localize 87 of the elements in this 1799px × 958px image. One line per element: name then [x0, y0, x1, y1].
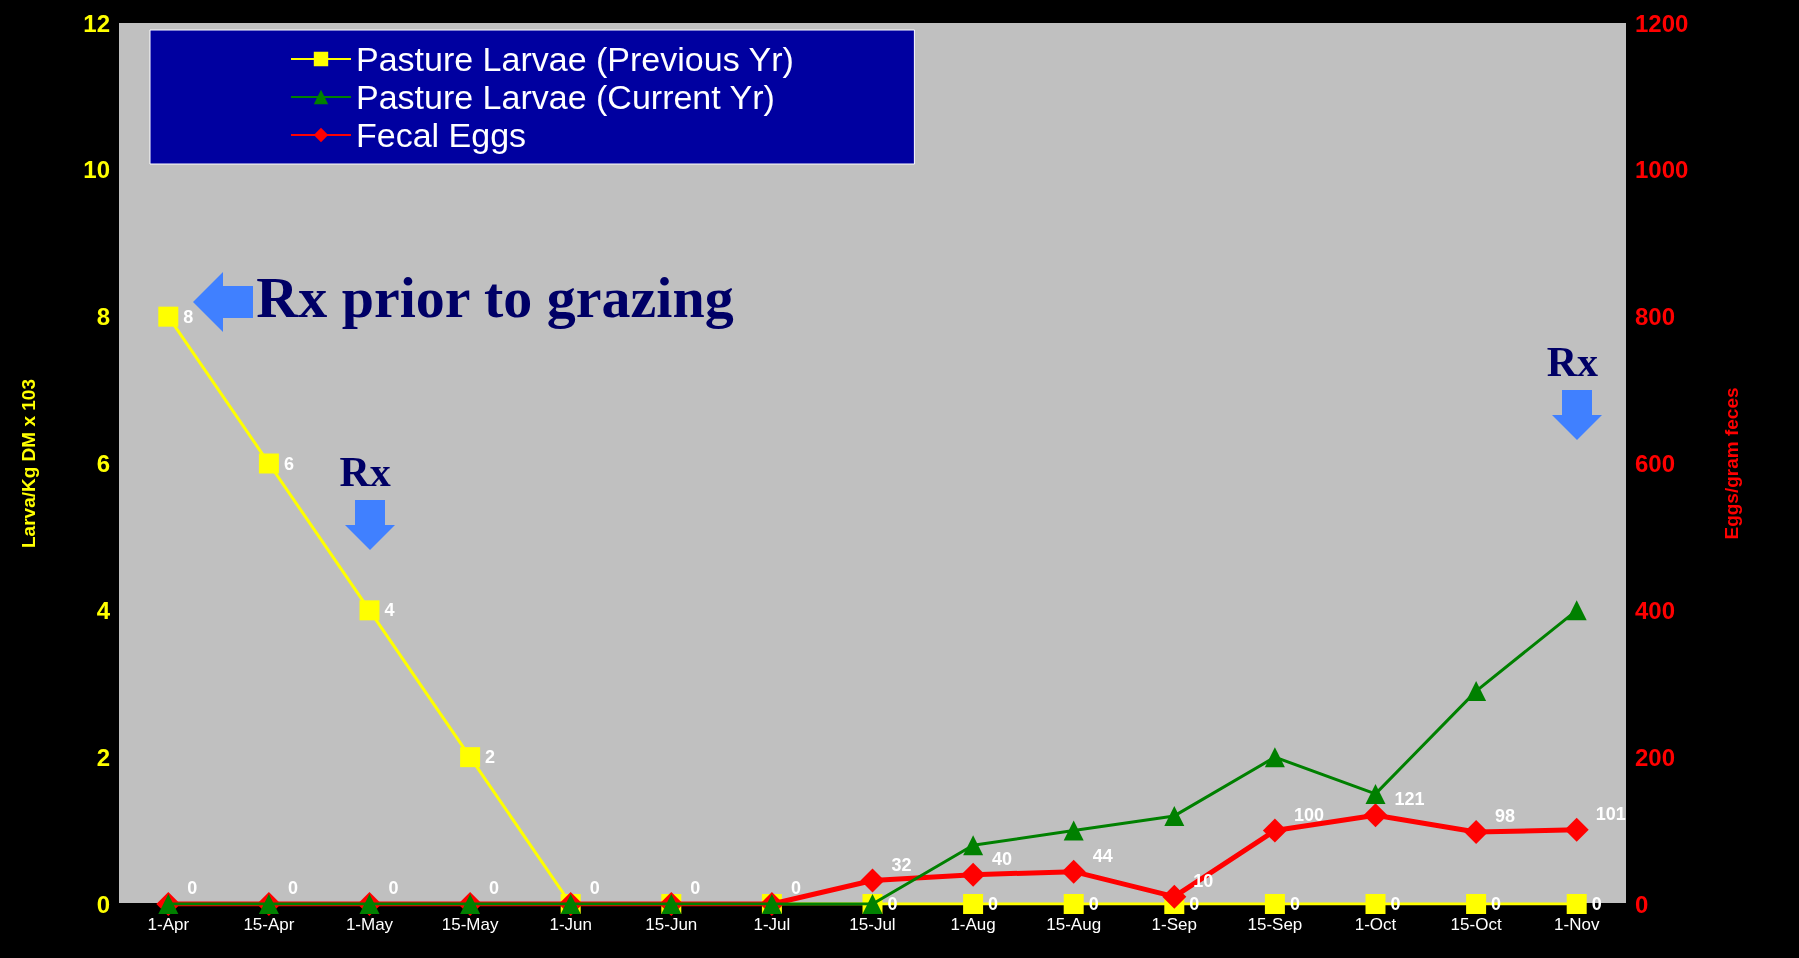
- data-label: 32: [891, 854, 912, 875]
- legend-label: Pasture Larvae (Current Yr): [356, 78, 775, 116]
- annotation: Rx prior to grazing: [256, 263, 734, 331]
- x-tick-label: 15-Aug: [1046, 915, 1102, 934]
- x-tick-label: 15-Jul: [849, 915, 896, 934]
- point: [1464, 820, 1489, 845]
- x-tick-label: 15-Jun: [645, 915, 698, 934]
- y2-tick-label: 1200: [1635, 9, 1689, 37]
- point: [1564, 817, 1589, 842]
- x-tick-label: 1-Sep: [1151, 915, 1197, 934]
- point: [1466, 894, 1487, 914]
- y-tick-label: 2: [96, 743, 110, 771]
- x-tick-label: 15-Oct: [1450, 915, 1502, 934]
- x-tick-label: 1-Apr: [147, 915, 190, 934]
- x-tick-label: 1-Jun: [549, 915, 592, 934]
- legend-label: Pasture Larvae (Previous Yr): [356, 40, 794, 78]
- data-label: 0: [690, 878, 701, 898]
- point: [963, 835, 984, 856]
- data-label: 0: [388, 878, 399, 898]
- point: [1063, 820, 1084, 841]
- data-label: 0: [1491, 894, 1502, 914]
- annotation: Rx: [1546, 338, 1599, 387]
- point: [258, 453, 279, 474]
- y-tick-label: 10: [83, 156, 110, 184]
- data-label: 0: [1189, 894, 1200, 914]
- data-label: 0: [1289, 894, 1300, 914]
- y2-tick-label: 1000: [1635, 156, 1689, 184]
- y2-tick-label: 400: [1635, 596, 1676, 624]
- data-label: 0: [187, 878, 198, 898]
- data-label: 2: [485, 747, 496, 768]
- data-label: 100: [1293, 804, 1324, 825]
- data-label: 44: [1092, 845, 1113, 866]
- point: [1061, 859, 1086, 884]
- y2-tick-label: 800: [1635, 303, 1676, 331]
- point: [359, 600, 380, 621]
- data-label: 40: [992, 848, 1013, 869]
- data-label: 0: [287, 878, 298, 898]
- point: [1363, 803, 1388, 828]
- data-label: 0: [1088, 894, 1099, 914]
- data-label: 4: [384, 600, 395, 621]
- data-label: 0: [790, 878, 801, 898]
- y-tick-label: 0: [96, 890, 110, 918]
- data-label: 0: [988, 894, 999, 914]
- data-label: 101: [1595, 803, 1626, 824]
- y-tick-label: 8: [96, 303, 110, 331]
- data-label: 121: [1394, 789, 1425, 810]
- y2-tick-label: 0: [1635, 890, 1649, 918]
- point: [1264, 894, 1285, 914]
- x-tick-label: 1-Aug: [950, 915, 996, 934]
- point: [1164, 805, 1185, 826]
- y-tick-label: 4: [96, 596, 111, 624]
- point: [1063, 894, 1084, 914]
- x-tick-label: 1-Jul: [753, 915, 791, 934]
- y-tick-label: 12: [83, 9, 110, 37]
- data-label: 0: [589, 878, 600, 898]
- x-tick-label: 1-Oct: [1354, 915, 1397, 934]
- legend-label: Fecal Eggs: [356, 116, 527, 154]
- x-tick-label: 15-Apr: [243, 915, 295, 934]
- data-label: 0: [887, 894, 898, 914]
- point: [961, 862, 986, 887]
- y2-tick-label: 200: [1635, 743, 1676, 771]
- point: [1162, 884, 1187, 909]
- x-tick-label: 15-Sep: [1247, 915, 1303, 934]
- data-label: 8: [183, 306, 194, 327]
- data-label: 98: [1495, 806, 1516, 827]
- point: [1466, 681, 1487, 702]
- y2-axis-title: Eggs/gram feces: [1721, 387, 1742, 540]
- point: [1262, 818, 1287, 843]
- point: [158, 306, 179, 327]
- y2-tick-label: 600: [1635, 450, 1676, 477]
- y-tick-label: 6: [96, 450, 110, 477]
- x-tick-label: 1-May: [345, 915, 394, 934]
- data-label: 0: [489, 878, 500, 898]
- x-tick-label: 15-May: [441, 915, 499, 934]
- point: [460, 747, 481, 768]
- y-axis-title: Larva/Kg DM x 103: [18, 379, 39, 548]
- point: [860, 868, 885, 893]
- x-tick-label: 1-Nov: [1554, 915, 1600, 934]
- point: [963, 894, 984, 914]
- point: [1365, 783, 1386, 804]
- data-label: 0: [1390, 894, 1401, 914]
- annotation: Rx: [339, 448, 391, 497]
- point: [1566, 600, 1587, 621]
- data-label: 6: [283, 453, 294, 474]
- point: [1566, 894, 1587, 914]
- point: [1365, 894, 1386, 914]
- point: [1264, 747, 1285, 768]
